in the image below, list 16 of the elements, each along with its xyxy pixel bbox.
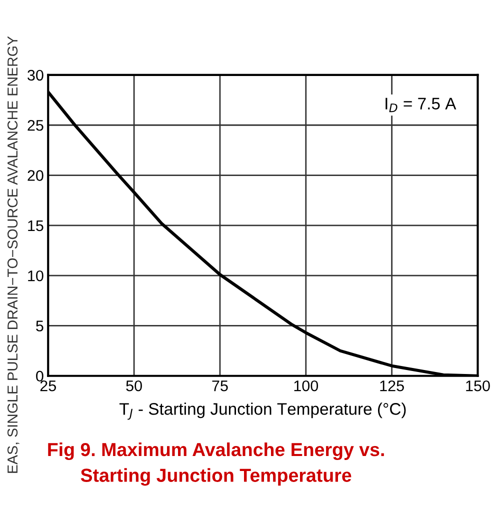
x-tick-label: 150 xyxy=(466,380,490,392)
x-tick-label: 75 xyxy=(212,380,228,392)
y-tick-label: 25 xyxy=(28,120,44,131)
text: Fig 9. Maximum Avalanche Energy vs. Starting Junction Temperature xyxy=(48,442,384,486)
x-tick-label: 100 xyxy=(294,380,318,392)
y-tick-label: 10 xyxy=(28,270,44,282)
y-tick-label: 30 xyxy=(28,70,44,81)
annotation: I$_{D}$ = 7.5 A xyxy=(386,98,456,112)
y-tick-label: 0 xyxy=(36,370,44,382)
x-tick-label: 50 xyxy=(126,380,142,392)
y-tick-label: 5 xyxy=(36,320,44,332)
y-tick-label: 20 xyxy=(28,170,44,181)
y-axis-title: EAS, SINGLE PULSE DRAIN−TO−SOURCE AVALANCHE ENERGY xyxy=(7,36,20,473)
x-tick-label: 125 xyxy=(380,380,404,392)
y-tick-label: 15 xyxy=(28,220,44,232)
x-axis-title: T$_{J}$ - Starting Junction Temperature (°C) xyxy=(119,402,406,420)
